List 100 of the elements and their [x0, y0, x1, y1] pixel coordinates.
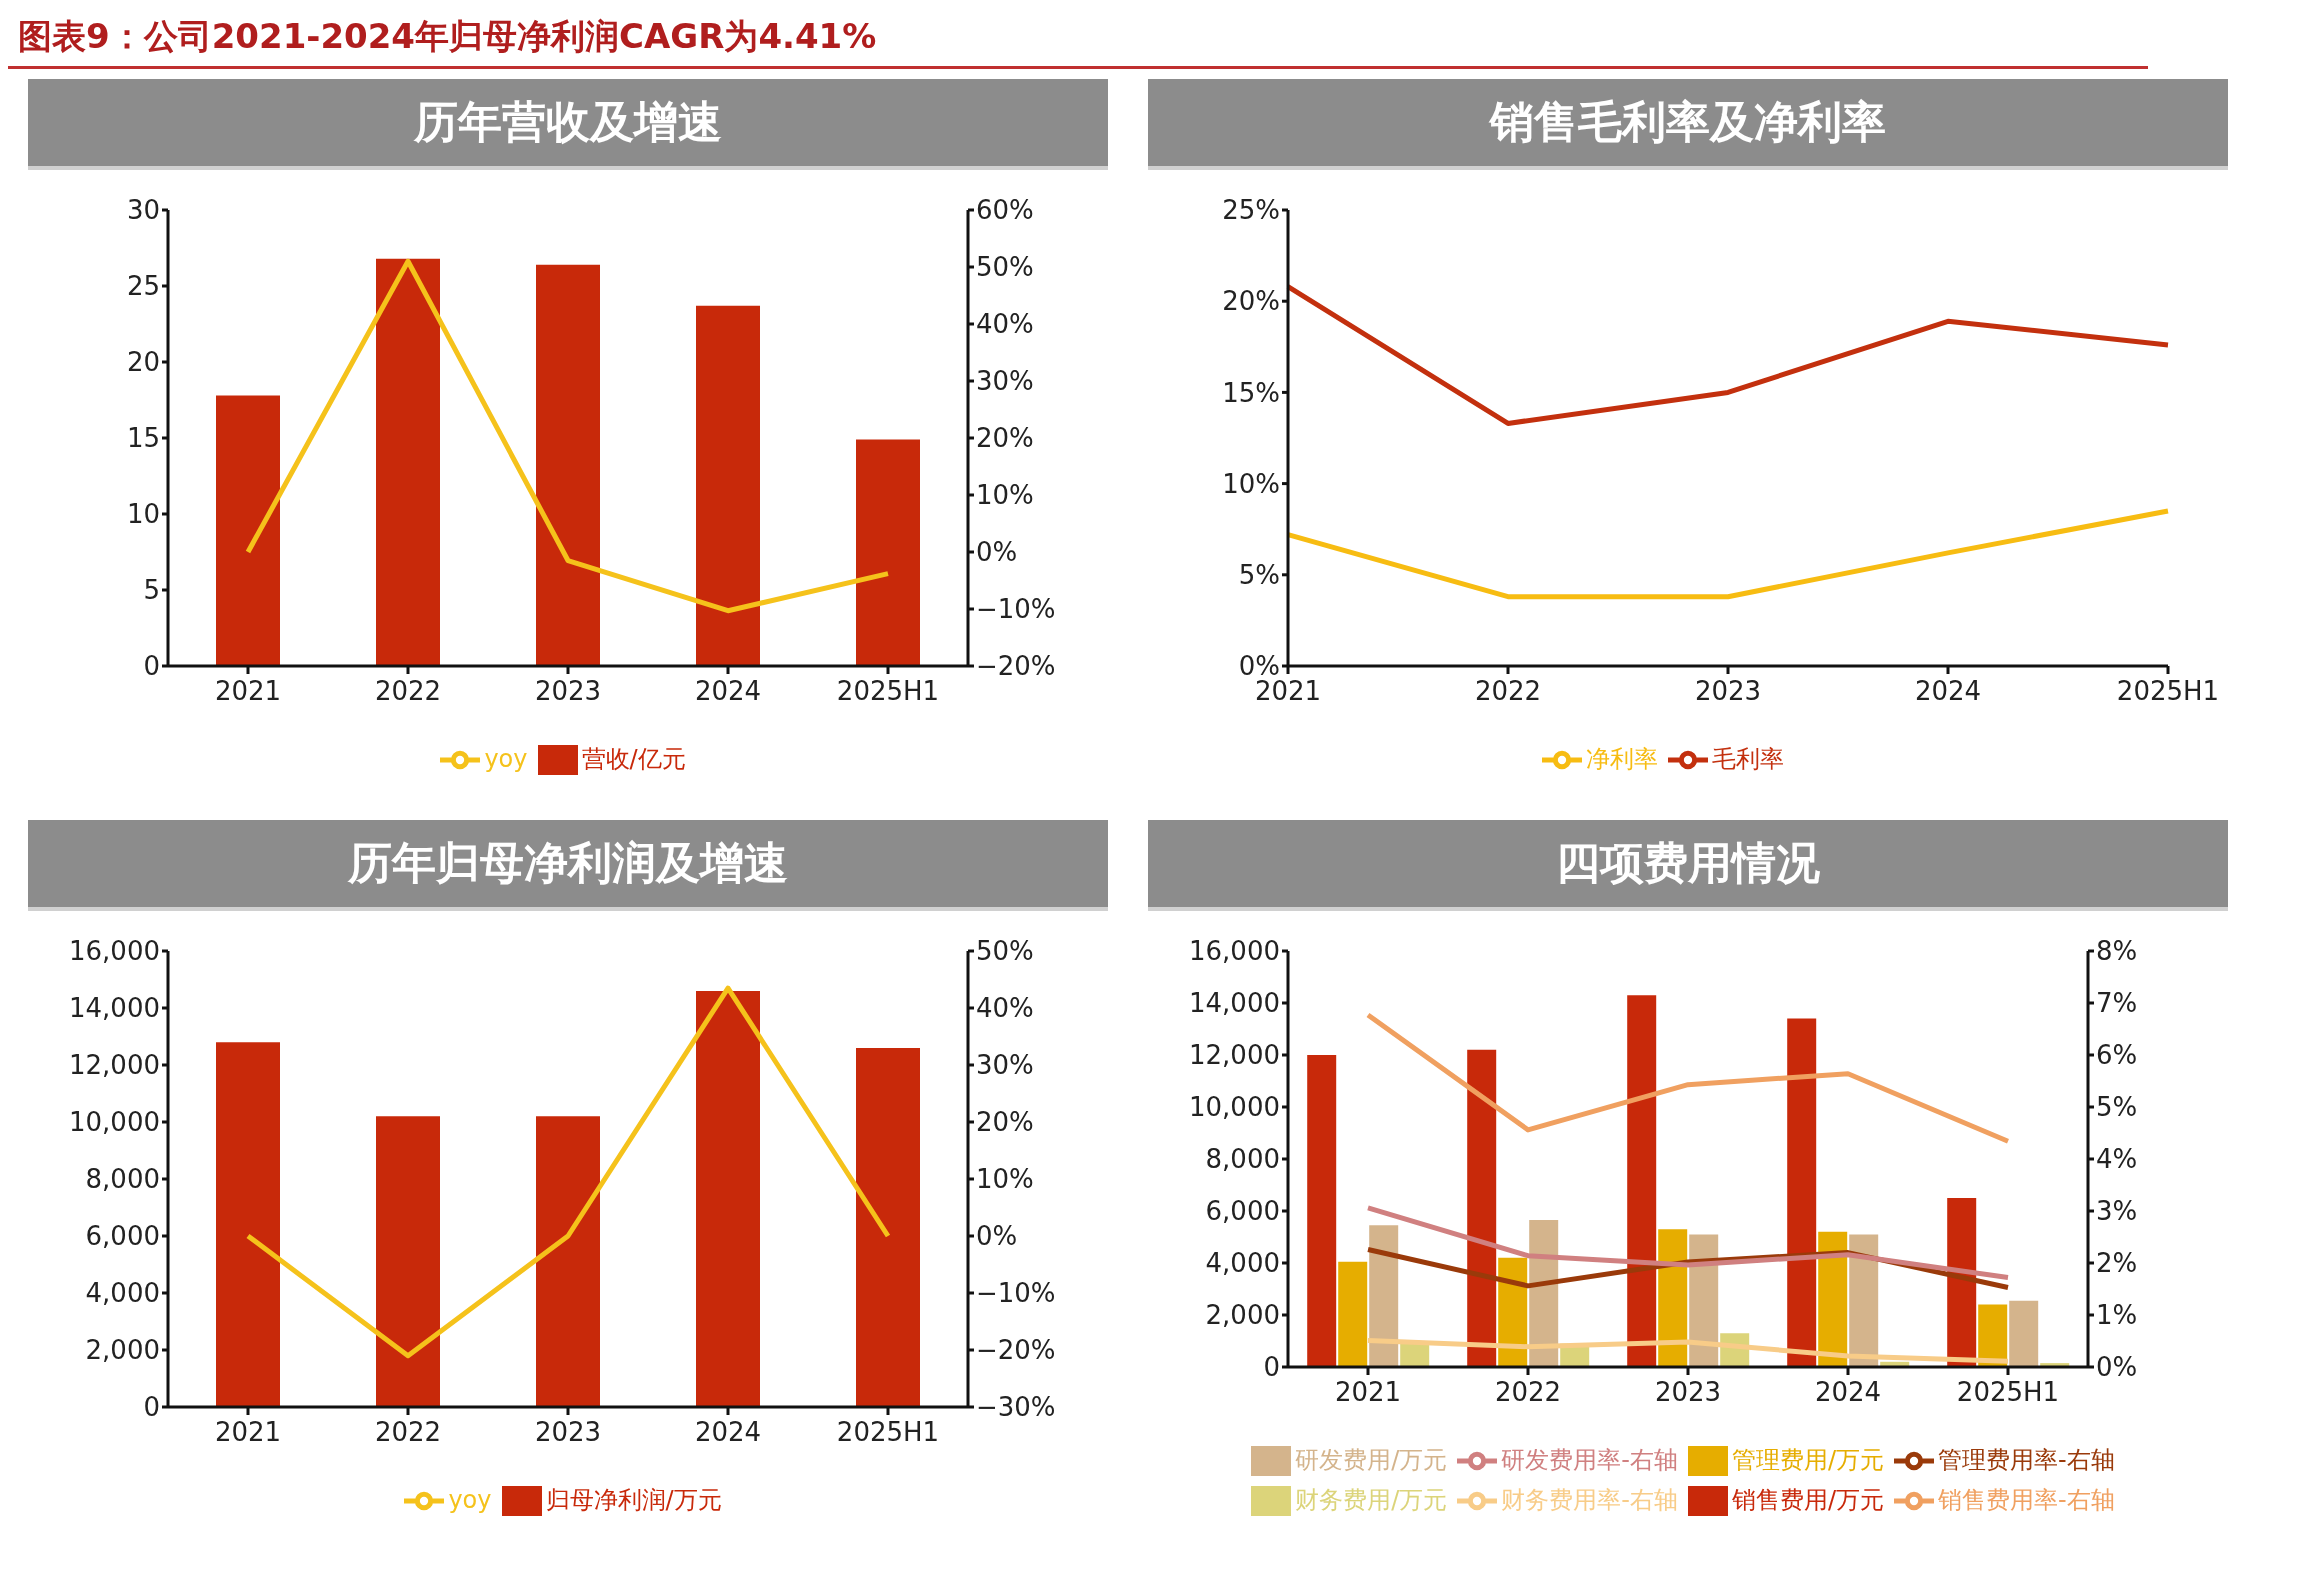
y-tick-label: 8,000: [1205, 1144, 1280, 1175]
y-tick-label: 25%: [1222, 195, 1280, 226]
bar: [2009, 1300, 2039, 1367]
x-tick-label: 2025H1: [836, 676, 940, 707]
x-tick-label: 2023: [534, 676, 602, 707]
legend-label: 研发费用/万元: [1295, 1446, 1448, 1474]
y2-tick-label: −20%: [976, 651, 1056, 682]
text: 图表9：公司2021-2024年归母净利润CAGR为4.41%: [8, 8, 2148, 69]
legend-label: 毛利率: [1712, 745, 1784, 773]
bar: [216, 1042, 280, 1407]
y2-tick-label: 10%: [976, 1164, 1034, 1195]
x-tick-label: 2022: [374, 1417, 442, 1448]
x-tick-label: 2025H1: [1956, 1377, 2060, 1408]
y-tick-label: 14,000: [1189, 988, 1280, 1019]
y-tick-label: 10,000: [69, 1107, 160, 1138]
y2-tick-label: 60%: [976, 195, 1034, 226]
y2-tick-label: 5%: [2096, 1092, 2138, 1123]
x-tick-label: 2022: [1494, 1377, 1562, 1408]
bar: [216, 395, 280, 666]
y2-tick-label: 3%: [2096, 1196, 2138, 1227]
x-tick-label: 2024: [1914, 676, 1982, 707]
bar: [1658, 1229, 1688, 1367]
y2-tick-label: 40%: [976, 993, 1034, 1024]
y2-tick-label: 10%: [976, 480, 1034, 511]
bar: [856, 1047, 920, 1407]
y2-tick-label: 30%: [976, 366, 1034, 397]
y-tick-label: 2,000: [85, 1335, 160, 1366]
legend-label: yoy: [484, 745, 528, 773]
y2-tick-label: 6%: [2096, 1040, 2138, 1071]
y2-tick-label: −10%: [976, 1278, 1056, 1309]
x-tick-label: 2025H1: [2116, 676, 2220, 707]
y-tick-label: 10: [126, 499, 160, 530]
bar: [536, 1116, 600, 1407]
legend-label: 净利率: [1586, 745, 1658, 773]
bar: [1467, 1049, 1497, 1367]
chart-title: 销售毛利率及净利率: [1148, 79, 2228, 170]
x-tick-label: 2021: [1334, 1377, 1402, 1408]
y2-tick-label: 40%: [976, 309, 1034, 340]
y2-tick-label: 7%: [2096, 988, 2138, 1019]
y-tick-label: 2,000: [1205, 1300, 1280, 1331]
bar: [1338, 1261, 1368, 1367]
y-tick-label: 16,000: [69, 936, 160, 967]
bar: [1947, 1198, 1977, 1367]
y-tick-label: 10,000: [1189, 1092, 1280, 1123]
chart-title: 历年归母净利润及增速: [28, 820, 1108, 911]
y-tick-label: 20%: [1222, 286, 1280, 317]
bar: [1849, 1234, 1879, 1367]
y2-tick-label: 0%: [2096, 1352, 2138, 1383]
y2-tick-label: −10%: [976, 594, 1056, 625]
y-tick-label: 14,000: [69, 993, 160, 1024]
x-tick-label: 2022: [374, 676, 442, 707]
y-tick-label: 16,000: [1189, 936, 1280, 967]
bar: [536, 264, 600, 666]
y-tick-label: 4,000: [1205, 1248, 1280, 1279]
y-tick-label: 6,000: [1205, 1196, 1280, 1227]
y-tick-label: 0: [143, 1392, 160, 1423]
y-tick-label: 6,000: [85, 1221, 160, 1252]
y-tick-label: 12,000: [69, 1050, 160, 1081]
y2-tick-label: 0%: [976, 537, 1018, 568]
y2-tick-label: 20%: [976, 1107, 1034, 1138]
y-tick-label: 10%: [1222, 468, 1280, 499]
bar: [1400, 1343, 1430, 1367]
y2-tick-label: 4%: [2096, 1144, 2138, 1175]
legend-label: 财务费用率-右轴: [1501, 1486, 1678, 1514]
x-tick-label: 2021: [1254, 676, 1322, 707]
y-tick-label: 15: [126, 423, 160, 454]
y2-tick-label: 50%: [976, 252, 1034, 283]
legend-label: 管理费用率-右轴: [1938, 1446, 2115, 1474]
y-tick-label: 5%: [1238, 560, 1280, 591]
y2-tick-label: 1%: [2096, 1300, 2138, 1331]
y-tick-label: 5: [143, 575, 160, 606]
bar: [696, 305, 760, 666]
y-tick-label: 20: [126, 347, 160, 378]
x-tick-label: 2023: [1694, 676, 1762, 707]
legend-label: 研发费用率-右轴: [1501, 1446, 1678, 1474]
y-tick-label: 12,000: [1189, 1040, 1280, 1071]
y-tick-label: 0: [1263, 1352, 1280, 1383]
x-tick-label: 2021: [214, 676, 282, 707]
x-tick-label: 2024: [1814, 1377, 1882, 1408]
bar: [1787, 1018, 1817, 1367]
y-tick-label: 4,000: [85, 1278, 160, 1309]
chart-title: 历年营收及增速: [28, 79, 1108, 170]
legend-label: 财务费用/万元: [1295, 1486, 1448, 1514]
legend-label: yoy: [448, 1486, 492, 1514]
chart-title: 四项费用情况: [1148, 820, 2228, 911]
y2-tick-label: 2%: [2096, 1248, 2138, 1279]
x-tick-label: 2025H1: [836, 1417, 940, 1448]
legend-label: 销售费用/万元: [1732, 1486, 1885, 1514]
y-tick-label: 30: [126, 195, 160, 226]
bar: [1369, 1225, 1399, 1367]
bar: [1307, 1055, 1337, 1367]
x-tick-label: 2024: [694, 1417, 762, 1448]
bar: [856, 439, 920, 666]
y2-tick-label: 20%: [976, 423, 1034, 454]
x-tick-label: 2024: [694, 676, 762, 707]
bar: [1627, 995, 1657, 1367]
bar: [376, 258, 440, 666]
y2-tick-label: 8%: [2096, 936, 2138, 967]
y-tick-label: 25: [126, 271, 160, 302]
bar: [696, 990, 760, 1407]
